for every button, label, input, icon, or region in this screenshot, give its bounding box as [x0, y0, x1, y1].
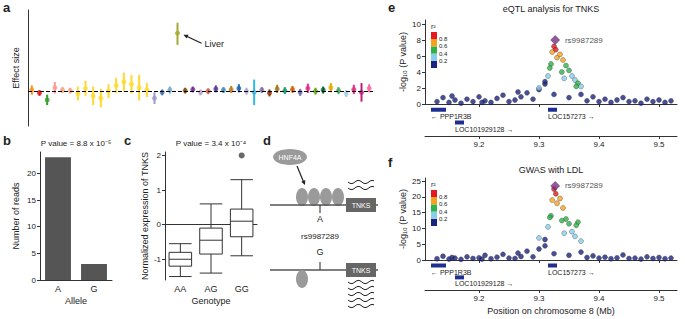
- svg-text:Liver: Liver: [205, 39, 225, 49]
- svg-text:rs9987289: rs9987289: [565, 181, 603, 190]
- svg-text:8: 8: [417, 36, 422, 45]
- svg-text:A: A: [317, 214, 323, 224]
- svg-text:6: 6: [417, 52, 422, 61]
- svg-text:1: 1: [157, 186, 162, 195]
- svg-text:rs9987289: rs9987289: [301, 232, 339, 241]
- svg-text:0.4: 0.4: [439, 209, 448, 215]
- svg-text:AG: AG: [204, 284, 217, 294]
- svg-text:0.8: 0.8: [439, 194, 448, 200]
- svg-text:rs9987289: rs9987289: [565, 36, 603, 45]
- svg-text:9.5: 9.5: [653, 294, 665, 303]
- svg-text:TNKS: TNKS: [352, 267, 371, 274]
- svg-text:0.6: 0.6: [439, 201, 448, 207]
- svg-text:GWAS with LDL: GWAS with LDL: [519, 165, 584, 175]
- svg-text:Position on chromosome 8 (Mb): Position on chromosome 8 (Mb): [487, 306, 615, 316]
- svg-text:0.4: 0.4: [439, 51, 448, 57]
- svg-text:9.3: 9.3: [533, 140, 545, 149]
- svg-text:0.6: 0.6: [439, 43, 448, 49]
- svg-text:10: 10: [27, 222, 36, 231]
- svg-text:0: 0: [417, 256, 422, 265]
- svg-text:LOC157273 →: LOC157273 →: [548, 113, 595, 120]
- svg-text:Genotype: Genotype: [191, 296, 230, 306]
- svg-text:0.8: 0.8: [439, 36, 448, 42]
- svg-text:A: A: [55, 284, 61, 294]
- svg-text:Allele: Allele: [65, 296, 87, 306]
- svg-text:Number of reads: Number of reads: [11, 182, 21, 250]
- svg-text:15: 15: [412, 208, 421, 217]
- svg-text:9.2: 9.2: [473, 140, 485, 149]
- svg-text:2: 2: [157, 151, 162, 160]
- svg-text:0.2: 0.2: [439, 58, 448, 64]
- svg-text:eQTL analysis for TNKS: eQTL analysis for TNKS: [503, 4, 600, 14]
- svg-text:P value = 8.8 x 10⁻⁵: P value = 8.8 x 10⁻⁵: [41, 139, 111, 148]
- svg-text:0: 0: [157, 220, 162, 229]
- svg-text:-log₁₀ (P value): -log₁₀ (P value): [398, 32, 408, 92]
- svg-text:10: 10: [412, 20, 421, 29]
- svg-text:5: 5: [32, 249, 37, 258]
- svg-text:0: 0: [417, 100, 422, 109]
- svg-text:G: G: [90, 284, 97, 294]
- svg-text:0.2: 0.2: [439, 216, 448, 222]
- svg-text:d: d: [263, 133, 271, 148]
- svg-text:-1: -1: [154, 255, 162, 264]
- svg-text:20: 20: [27, 169, 36, 178]
- svg-text:20: 20: [412, 192, 421, 201]
- svg-text:a: a: [3, 0, 11, 15]
- svg-text:10: 10: [412, 224, 421, 233]
- svg-text:r²: r²: [431, 23, 436, 30]
- svg-text:0: 0: [32, 276, 37, 285]
- svg-text:Normalized expression of TNKS: Normalized expression of TNKS: [140, 152, 150, 280]
- svg-text:15: 15: [27, 196, 36, 205]
- svg-text:f: f: [388, 155, 393, 170]
- svg-text:25: 25: [412, 177, 421, 186]
- svg-text:5: 5: [417, 240, 422, 249]
- svg-text:LOC101929128 →: LOC101929128 →: [455, 126, 513, 133]
- svg-text:9.4: 9.4: [593, 140, 605, 149]
- svg-text:9.2: 9.2: [473, 294, 485, 303]
- svg-text:LOC157273 →: LOC157273 →: [548, 269, 595, 276]
- svg-text:AA: AA: [174, 284, 186, 294]
- svg-text:-log₁₀ (P value): -log₁₀ (P value): [398, 189, 408, 249]
- svg-text:GG: GG: [235, 284, 249, 294]
- svg-text:4: 4: [417, 68, 422, 77]
- svg-text:2: 2: [417, 84, 422, 93]
- svg-text:P value = 3.4 x 10⁻⁴: P value = 3.4 x 10⁻⁴: [176, 139, 247, 148]
- svg-text:G: G: [316, 247, 323, 257]
- svg-text:HNF4A: HNF4A: [279, 154, 302, 161]
- svg-text:LOC101929128 →: LOC101929128 →: [455, 280, 513, 287]
- svg-text:Effect size: Effect size: [11, 47, 21, 88]
- svg-text:9.3: 9.3: [533, 294, 545, 303]
- svg-text:← PPP1R3B: ← PPP1R3B: [431, 269, 472, 276]
- svg-text:c: c: [124, 133, 131, 148]
- svg-text:← PPP1R3B: ← PPP1R3B: [431, 113, 472, 120]
- svg-text:b: b: [3, 133, 11, 148]
- svg-text:9.4: 9.4: [593, 294, 605, 303]
- svg-text:r²: r²: [431, 181, 436, 188]
- svg-text:e: e: [388, 0, 395, 15]
- svg-text:TNKS: TNKS: [352, 202, 371, 209]
- svg-text:9.5: 9.5: [653, 140, 665, 149]
